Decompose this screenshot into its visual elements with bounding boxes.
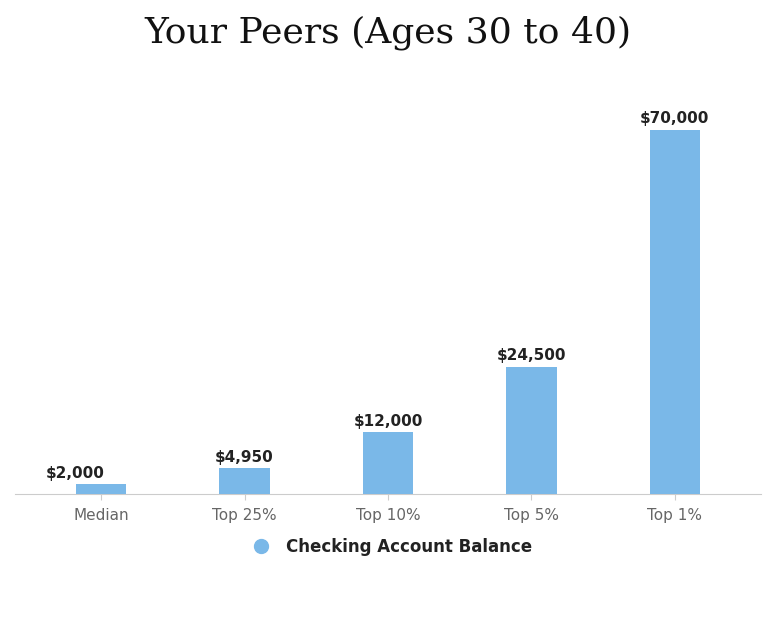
Bar [76, 484, 126, 494]
Bar [507, 367, 556, 494]
Text: $12,000: $12,000 [353, 414, 423, 429]
Bar [220, 468, 269, 494]
Title: Your Peers (Ages 30 to 40): Your Peers (Ages 30 to 40) [144, 15, 632, 49]
Bar [650, 129, 700, 494]
Legend: Checking Account Balance: Checking Account Balance [237, 531, 539, 562]
Text: $70,000: $70,000 [640, 111, 709, 126]
Text: $4,950: $4,950 [215, 450, 274, 465]
Text: $2,000: $2,000 [46, 466, 105, 481]
Bar [363, 432, 413, 494]
Text: $24,500: $24,500 [497, 349, 566, 364]
